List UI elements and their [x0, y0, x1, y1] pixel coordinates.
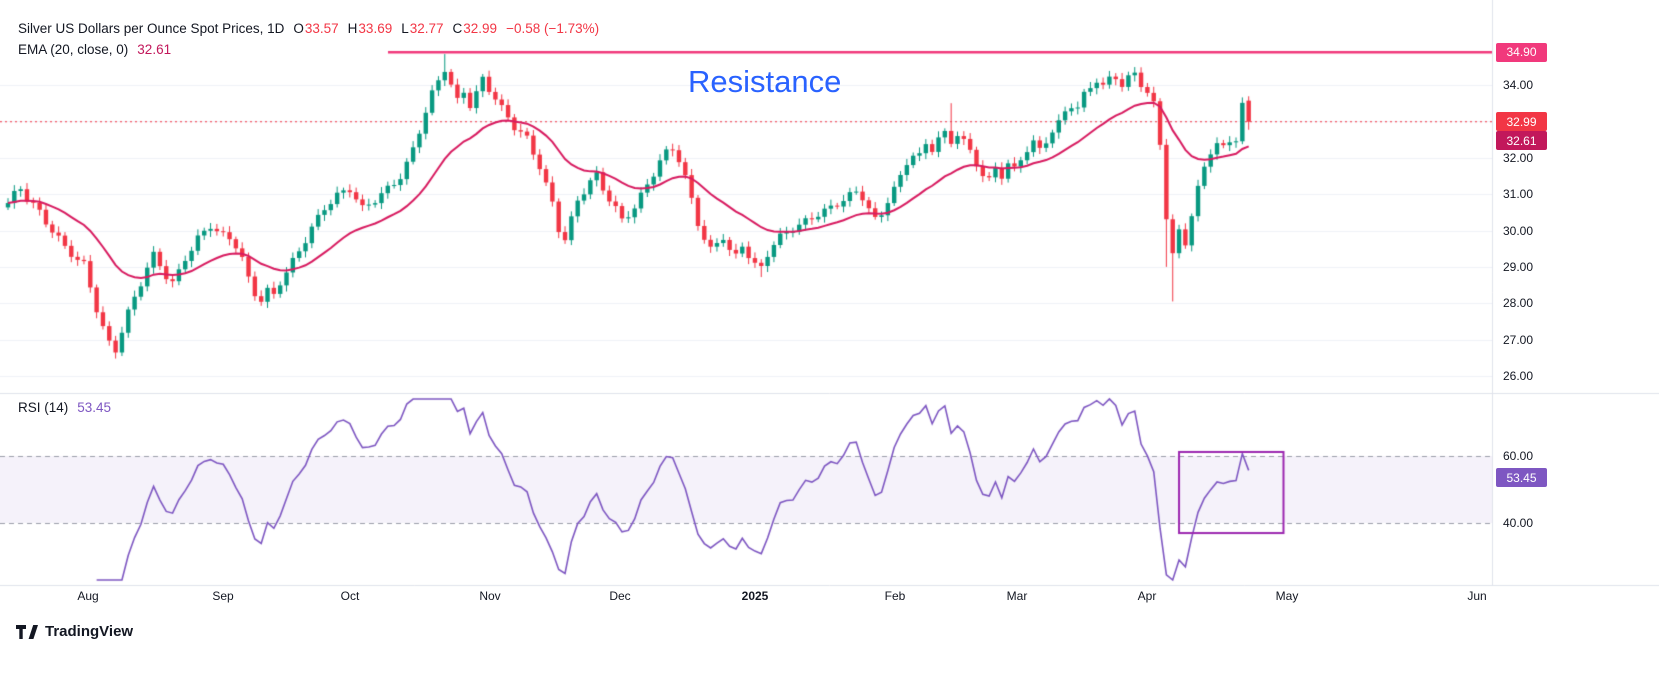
price-tick-label: 32.00 — [1503, 150, 1534, 165]
time-axis-label: May — [1275, 589, 1299, 603]
high-value: 33.69 — [358, 21, 393, 36]
open-ohlc: O 33.57 — [293, 21, 338, 36]
price-tick-label: 34.00 — [1503, 78, 1534, 92]
time-axis-label: Sep — [212, 589, 234, 603]
rsi-tick-label: 40.00 — [1503, 516, 1534, 530]
time-axis-label: 2025 — [741, 589, 769, 603]
time-axis-label: Apr — [1137, 589, 1157, 603]
symbol-title: Silver US Dollars per Ounce Spot Prices,… — [18, 21, 285, 36]
high-ohlc: H 33.69 — [348, 21, 393, 36]
high-label: H — [347, 21, 358, 36]
price-axis-badge: 32.61 — [1496, 131, 1547, 151]
low-ohlc: L 32.77 — [401, 21, 443, 36]
price-axis-badge: 32.99 — [1496, 112, 1547, 132]
low-value: 32.77 — [409, 21, 444, 36]
close-value: 32.99 — [463, 21, 498, 36]
rsi-axis-badge: 53.45 — [1496, 468, 1547, 488]
resistance-annotation[interactable]: Resistance — [688, 64, 842, 99]
close-label: C — [452, 21, 463, 36]
price-tick-label: 29.00 — [1503, 259, 1534, 274]
rsi-value: 53.45 — [77, 400, 112, 415]
time-axis-label: Aug — [77, 589, 99, 603]
price-tick-label: 30.00 — [1503, 223, 1534, 238]
open-label: O — [293, 21, 304, 36]
price-tick-label: 26.00 — [1503, 369, 1534, 383]
time-axis-label: Dec — [609, 589, 631, 603]
tradingview-logo-icon — [16, 624, 38, 639]
low-label: L — [401, 21, 409, 36]
price-tick-label: 27.00 — [1503, 332, 1534, 347]
time-axis-label: Mar — [1006, 589, 1028, 603]
open-value: 33.57 — [304, 21, 339, 36]
time-axis-label: Oct — [340, 589, 360, 603]
change-value: −0.58 (−1.73%) — [506, 21, 600, 36]
time-axis-label: Nov — [479, 589, 501, 603]
price-tick-label: 31.00 — [1503, 187, 1534, 202]
price-tick-label: 28.00 — [1503, 296, 1534, 311]
ema-value: 32.61 — [137, 42, 172, 57]
rsi-tick-label: 60.00 — [1503, 449, 1534, 463]
tradingview-logo[interactable]: TradingView — [16, 623, 133, 640]
close-ohlc: C 32.99 — [453, 21, 498, 36]
time-axis-label: Feb — [884, 589, 906, 603]
ema-label: EMA (20, close, 0) — [18, 42, 129, 57]
symbol-legend[interactable]: Silver US Dollars per Ounce Spot Prices,… — [18, 21, 599, 36]
time-axis-label: Jun — [1467, 589, 1487, 603]
rsi-label: RSI (14) — [18, 400, 69, 415]
price-axis-badge: 34.90 — [1496, 42, 1547, 62]
rsi-legend[interactable]: RSI (14) 53.45 — [18, 400, 111, 415]
ema-legend[interactable]: EMA (20, close, 0) 32.61 — [18, 42, 171, 57]
tradingview-logo-text: TradingView — [45, 623, 134, 640]
